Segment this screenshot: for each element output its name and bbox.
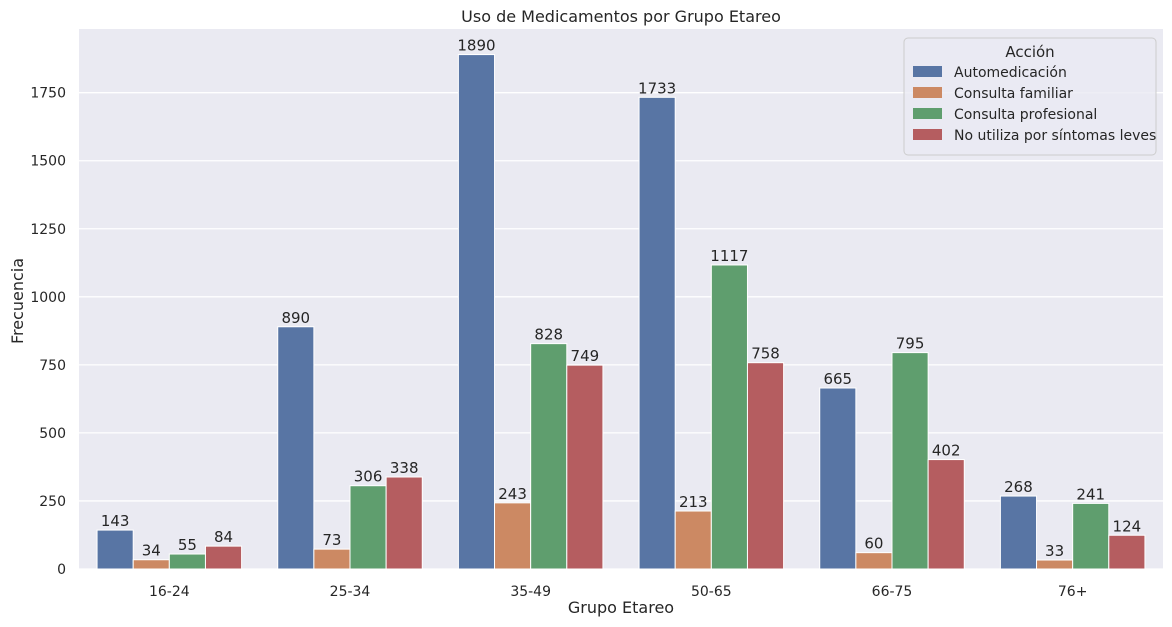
bar-value-label: 60 [864, 535, 883, 553]
bar-value-label: 55 [178, 536, 197, 554]
bar [1108, 534, 1146, 570]
bar-value-label: 1117 [710, 247, 748, 265]
bar [638, 96, 676, 570]
bar [313, 548, 351, 570]
bar [168, 553, 206, 570]
x-tick-label: 50-65 [691, 584, 732, 600]
bar [855, 552, 893, 570]
legend-swatch [913, 66, 942, 77]
y-tick-label: 750 [39, 358, 66, 374]
bar-value-label: 124 [1113, 517, 1142, 535]
bar-value-label: 795 [896, 335, 925, 353]
bar [566, 364, 604, 570]
bar [1072, 502, 1110, 570]
chart-title: Uso de Medicamentos por Grupo Etareo [461, 7, 781, 26]
bar [385, 476, 423, 570]
legend-title: Acción [1005, 43, 1054, 61]
bar [96, 529, 134, 570]
bar [349, 485, 387, 570]
y-axis-ticks: 0 250 500 750 1000 1250 1500 1750 [30, 86, 66, 578]
bar [1036, 559, 1074, 570]
y-tick-label: 1000 [30, 290, 66, 306]
x-tick-label: 66-75 [872, 584, 913, 600]
bar-value-label: 1890 [457, 37, 495, 55]
bar-value-label: 338 [390, 459, 419, 477]
bar-value-label: 758 [751, 345, 780, 363]
legend-label: Consulta profesional [954, 107, 1097, 123]
bar [927, 459, 965, 570]
bar [710, 264, 748, 570]
legend-swatch [913, 129, 942, 140]
y-tick-label: 1750 [30, 86, 66, 102]
bar [494, 502, 532, 570]
legend-swatch [913, 108, 942, 119]
legend-items: Automedicación Consulta familiar Consulta … [913, 65, 1156, 144]
legend-box [903, 37, 1157, 156]
bar [891, 352, 929, 570]
bar-value-label: 84 [214, 528, 233, 546]
bar [530, 343, 568, 570]
y-tick-label: 0 [57, 562, 66, 578]
gridlines [79, 92, 1163, 570]
legend: Acción Automedicación Consulta familiar Co… [903, 37, 1157, 156]
bar-value-label: 665 [823, 370, 852, 388]
x-tick-label: 76+ [1058, 584, 1088, 600]
bar [746, 362, 785, 570]
bar-value-label: 73 [322, 531, 341, 549]
legend-label: Consulta familiar [954, 86, 1073, 102]
bar-value-label: 749 [571, 347, 600, 365]
y-axis-title: Frecuencia [8, 258, 27, 344]
bar [674, 510, 712, 570]
y-tick-label: 1250 [30, 222, 66, 238]
x-axis-ticks: 16-24 25-34 35-49 50-65 66-75 76+ [149, 584, 1087, 600]
bar-value-label: 402 [932, 442, 961, 460]
bar [204, 545, 243, 570]
y-tick-label: 1500 [30, 154, 66, 170]
bar-value-label: 241 [1076, 485, 1105, 503]
bar-value-label: 890 [281, 309, 310, 327]
legend-label: No utiliza por síntomas leves [954, 128, 1156, 144]
bar-value-label: 34 [142, 542, 161, 560]
y-tick-label: 500 [39, 426, 66, 442]
data-labels: 143 34 55 84 890 73 306 338 1890 243 828 749 1733 213… [101, 37, 1141, 560]
bar [277, 326, 315, 570]
bar-value-label: 33 [1045, 542, 1064, 560]
bar-value-label: 243 [498, 485, 527, 503]
bar [132, 559, 170, 570]
bar-value-label: 268 [1004, 478, 1033, 496]
bar-value-label: 828 [534, 326, 563, 344]
bar [999, 495, 1038, 570]
x-tick-label: 16-24 [149, 584, 190, 600]
bar-value-label: 306 [354, 468, 383, 486]
x-tick-label: 35-49 [510, 584, 551, 600]
bar [819, 387, 857, 570]
bar-value-label: 1733 [638, 79, 676, 97]
bars [96, 54, 1146, 570]
bar-value-label: 213 [679, 493, 708, 511]
bar-value-label: 143 [101, 512, 130, 530]
y-tick-label: 250 [39, 494, 66, 510]
x-tick-label: 25-34 [330, 584, 371, 600]
legend-swatch [913, 87, 942, 98]
x-axis-title: Grupo Etareo [568, 598, 674, 617]
bar [457, 54, 496, 570]
legend-label: Automedicación [954, 65, 1067, 81]
